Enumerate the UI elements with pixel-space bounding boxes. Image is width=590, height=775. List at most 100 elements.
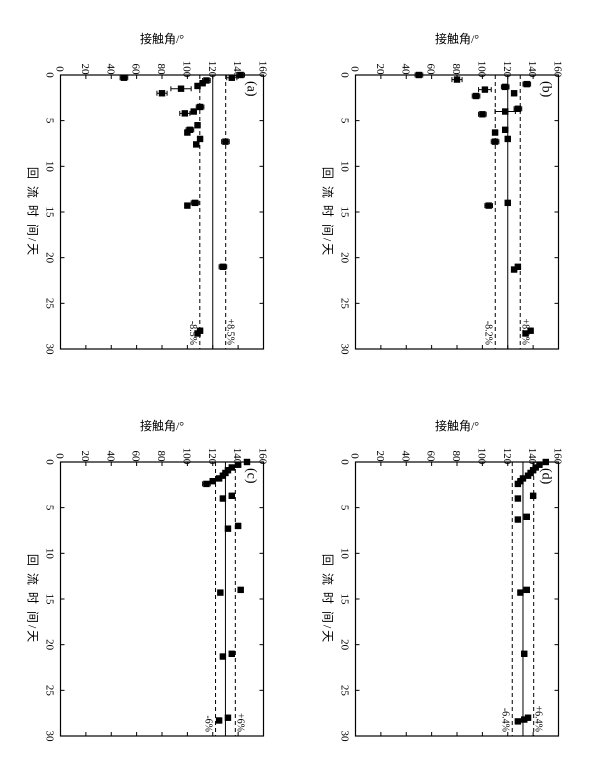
data-point — [517, 590, 523, 596]
data-point — [194, 83, 200, 89]
data-point — [219, 496, 225, 502]
ytick-label: 80 — [155, 451, 167, 463]
ytick-label: 160 — [256, 61, 268, 78]
xtick-label: 30 — [338, 731, 350, 743]
ytick-label: 40 — [104, 63, 116, 75]
data-point — [481, 86, 487, 92]
xtick-label: 10 — [338, 548, 350, 560]
data-point — [177, 85, 183, 91]
data-point — [521, 717, 527, 723]
data-point — [219, 263, 225, 269]
xtick-label: 20 — [338, 639, 350, 651]
xtick-label: 20 — [338, 252, 350, 264]
ytick-label: 40 — [399, 451, 411, 463]
x-axis-label: 回 流 时 间/天 — [25, 554, 39, 644]
x-axis-label: 回 流 时 间/天 — [25, 167, 39, 257]
data-point — [184, 202, 190, 208]
band-upper-label: +6.4% — [532, 706, 543, 732]
panel-d: 051015202530020406080100120140160+6.4%-6… — [315, 416, 570, 746]
y-axis-label: 接触角/° — [434, 418, 478, 433]
ytick-label: 0 — [53, 66, 65, 72]
xtick-label: 0 — [338, 72, 350, 78]
ytick-label: 100 — [475, 61, 487, 78]
ytick-label: 40 — [399, 63, 411, 75]
xtick-label: 15 — [338, 206, 350, 218]
data-point — [504, 135, 510, 141]
data-point — [502, 83, 508, 89]
data-point — [215, 718, 221, 724]
data-point — [194, 122, 200, 128]
xtick-label: 10 — [43, 161, 55, 173]
data-point — [243, 459, 249, 465]
xtick-label: 20 — [43, 252, 55, 264]
data-point — [191, 199, 197, 205]
ytick-label: 80 — [450, 451, 462, 463]
xtick-label: 5 — [338, 505, 350, 511]
ytick-label: 20 — [78, 63, 90, 75]
data-point — [190, 108, 196, 114]
ytick-label: 0 — [348, 454, 360, 460]
data-point — [228, 651, 234, 657]
data-point — [514, 496, 520, 502]
data-point — [523, 81, 529, 87]
band-lower-label: -6% — [202, 716, 213, 733]
data-point — [485, 202, 491, 208]
xtick-label: 30 — [338, 343, 350, 355]
ytick-label: 60 — [129, 63, 141, 75]
data-point — [158, 90, 164, 96]
data-point — [514, 517, 520, 523]
xtick-label: 25 — [338, 298, 350, 310]
y-axis-label: 接触角/° — [139, 418, 183, 433]
data-point — [502, 108, 508, 114]
xtick-label: 5 — [338, 118, 350, 124]
data-point — [237, 72, 243, 78]
ytick-label: 140 — [526, 61, 538, 78]
data-point — [523, 587, 529, 593]
data-point — [120, 74, 126, 80]
plot-frame — [355, 75, 558, 349]
xtick-label: 30 — [43, 731, 55, 743]
data-point — [234, 462, 240, 468]
data-point — [521, 651, 527, 657]
data-point — [479, 111, 485, 117]
plot-frame — [60, 75, 263, 349]
data-point — [522, 330, 528, 336]
panel-c: 051015202530020406080100120140160+6%-6%(… — [20, 416, 275, 746]
data-point — [491, 138, 497, 144]
data-point — [510, 266, 516, 272]
data-point — [542, 459, 548, 465]
xtick-label: 5 — [43, 118, 55, 124]
data-point — [510, 90, 516, 96]
data-point — [523, 514, 529, 520]
data-point — [502, 126, 508, 132]
xtick-label: 0 — [338, 460, 350, 466]
ytick-label: 100 — [475, 448, 487, 465]
band-lower-label: -8.2% — [482, 321, 493, 345]
band-upper-label: +8.5% — [224, 318, 235, 344]
data-point — [181, 110, 187, 116]
ytick-label: 80 — [450, 63, 462, 75]
ytick-label: 80 — [155, 63, 167, 75]
figure-grid: 051015202530020406080100120140160+8.5%-8… — [0, 0, 590, 775]
panel-a-outer: 051015202530020406080100120140160+8.5%-8… — [0, 0, 295, 388]
data-point — [217, 590, 223, 596]
data-point — [196, 104, 202, 110]
panel-b: 051015202530020406080100120140160+8.2%-8… — [315, 29, 570, 359]
data-point — [228, 493, 234, 499]
panel-label: (c) — [243, 468, 258, 484]
ytick-label: 160 — [551, 61, 563, 78]
ytick-label: 160 — [551, 448, 563, 465]
panel-label: (d) — [538, 468, 553, 485]
ytick-label: 20 — [78, 451, 90, 463]
xtick-label: 10 — [43, 548, 55, 560]
xtick-label: 20 — [43, 639, 55, 651]
ytick-label: 100 — [180, 448, 192, 465]
band-lower-label: -6.4% — [499, 708, 510, 732]
plot-frame — [355, 462, 558, 736]
data-point — [514, 718, 520, 724]
y-axis-label: 接触角/° — [434, 31, 478, 46]
data-point — [219, 654, 225, 660]
data-point — [203, 481, 209, 487]
data-point — [222, 138, 228, 144]
ytick-label: 140 — [526, 448, 538, 465]
